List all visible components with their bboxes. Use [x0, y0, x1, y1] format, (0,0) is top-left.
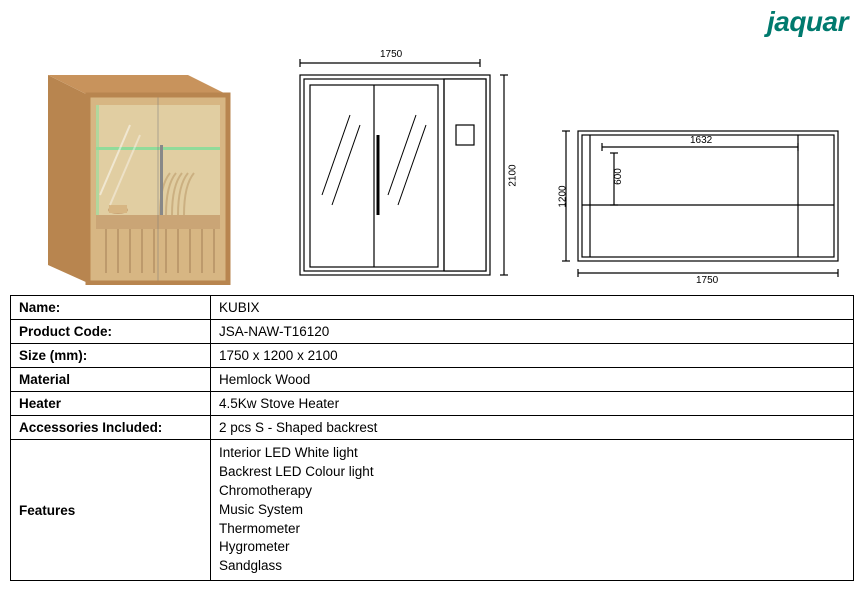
brand-text: jaquar: [767, 6, 848, 37]
spec-label: Accessories Included:: [11, 416, 211, 440]
spec-row: MaterialHemlock Wood: [11, 368, 854, 392]
spec-row: Size (mm):1750 x 1200 x 2100: [11, 344, 854, 368]
features-value: Interior LED White lightBackrest LED Col…: [211, 440, 854, 581]
spec-value: 2 pcs S - Shaped backrest: [211, 416, 854, 440]
spec-label: Size (mm):: [11, 344, 211, 368]
spec-value: 1750 x 1200 x 2100: [211, 344, 854, 368]
feature-item: Backrest LED Colour light: [219, 463, 845, 482]
spec-label: Material: [11, 368, 211, 392]
feature-item: Thermometer: [219, 520, 845, 539]
features-label: Features: [11, 440, 211, 581]
spec-row: Name:KUBIX: [11, 296, 854, 320]
spec-table: Name:KUBIXProduct Code:JSA-NAW-T16120Siz…: [10, 295, 854, 581]
feature-item: Interior LED White light: [219, 444, 845, 463]
spec-row: Accessories Included: 2 pcs S - Shaped b…: [11, 416, 854, 440]
dim-top-width: 1750: [696, 275, 718, 286]
diagram-row: 1750 2100: [10, 55, 854, 285]
spec-label: Product Code:: [11, 320, 211, 344]
sauna-render-svg: [10, 55, 240, 285]
spec-value: KUBIX: [211, 296, 854, 320]
feature-item: Chromotherapy: [219, 482, 845, 501]
spec-label: Heater: [11, 392, 211, 416]
spec-row: Heater4.5Kw Stove Heater: [11, 392, 854, 416]
diagram-top-view: 1632 600 1200 1750: [560, 113, 850, 283]
feature-item: Music System: [219, 501, 845, 520]
front-elevation-svg: [280, 55, 520, 285]
diagram-front-elevation: 1750 2100: [280, 55, 520, 285]
dim-top-inner-w: 1632: [690, 135, 712, 146]
dim-front-height: 2100: [507, 164, 518, 186]
spec-row: Product Code:JSA-NAW-T16120: [11, 320, 854, 344]
spec-value: 4.5Kw Stove Heater: [211, 392, 854, 416]
spec-value: Hemlock Wood: [211, 368, 854, 392]
dim-top-depth: 1200: [558, 185, 569, 207]
spec-label: Name:: [11, 296, 211, 320]
dim-front-width: 1750: [380, 49, 402, 60]
dim-top-inner-d: 600: [613, 168, 624, 185]
product-render: [10, 55, 240, 285]
feature-item: Hygrometer: [219, 538, 845, 557]
spec-row-features: FeaturesInterior LED White lightBackrest…: [11, 440, 854, 581]
spec-value: JSA-NAW-T16120: [211, 320, 854, 344]
feature-item: Sandglass: [219, 557, 845, 576]
brand-logo: jaquar: [767, 6, 848, 38]
